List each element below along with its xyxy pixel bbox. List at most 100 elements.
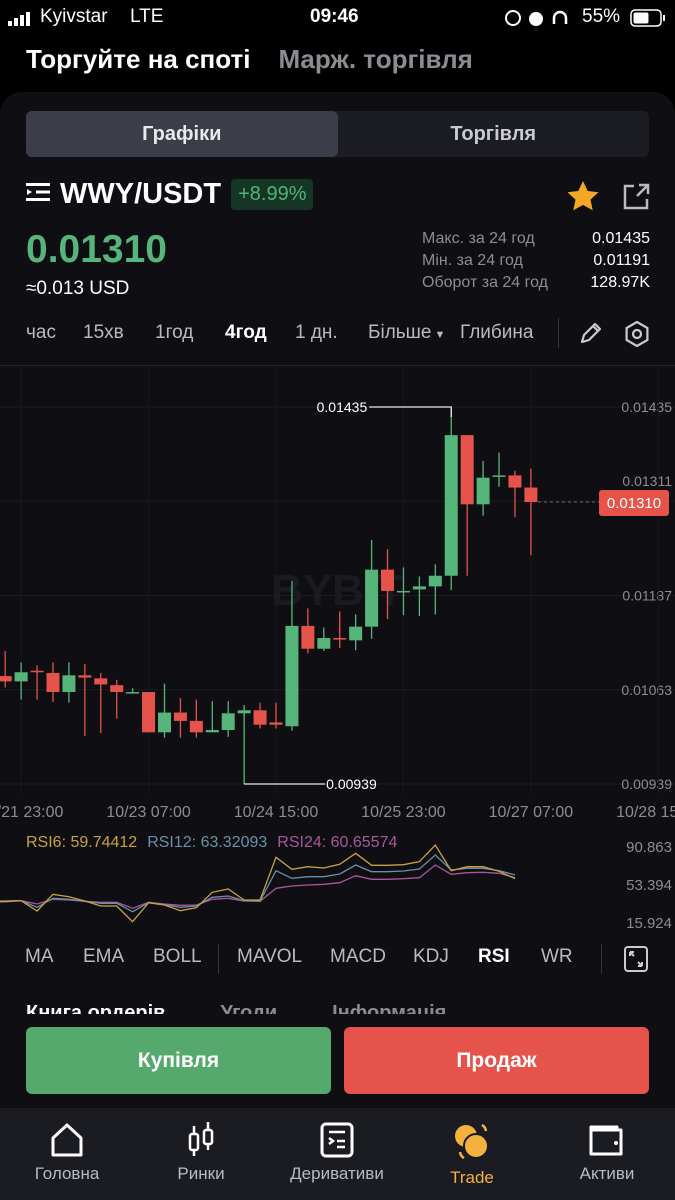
nav-label: Активи xyxy=(579,1164,635,1183)
trade-coins-icon xyxy=(455,1123,489,1160)
rsi-y-tick-label: 53.394 xyxy=(626,877,672,894)
candle-up xyxy=(412,586,426,590)
candle-up xyxy=(158,712,171,733)
tf-more-label: Більше xyxy=(368,322,432,343)
candle-down xyxy=(94,678,108,685)
lower-tabs: Книга ордерів Угоди Інформація xyxy=(26,1000,446,1014)
ind-mavol[interactable]: MAVOL xyxy=(237,946,303,967)
tf-4h[interactable]: 4год xyxy=(225,322,267,343)
y-tick-label: 0.01187 xyxy=(622,588,672,604)
candle-up xyxy=(396,590,410,593)
stats-24h: Макс. за 24 год 0.01435 Мін. за 24 год 0.0… xyxy=(422,230,650,296)
nav-label: Головна xyxy=(34,1164,100,1183)
ind-ma[interactable]: MA xyxy=(25,946,54,967)
rsi-line-rsi6 xyxy=(0,843,516,923)
rsi-chart: 90.863 53.394 15.924 xyxy=(0,839,672,932)
nav-label: Деривативи xyxy=(290,1164,384,1183)
last-price-tag-label: 0.01310 xyxy=(607,495,661,512)
pair-symbol[interactable]: WWY/USDT xyxy=(60,178,222,210)
nav-derivatives[interactable]: Деривативи xyxy=(277,1122,397,1184)
candle-down xyxy=(46,673,60,693)
nav-home[interactable]: Головна xyxy=(7,1122,127,1184)
tf-depth[interactable]: Глибина xyxy=(460,322,534,343)
tab-spot[interactable]: Торгуйте на споті xyxy=(26,44,251,74)
stat-label: Оборот за 24 год xyxy=(422,274,549,291)
ind-ema[interactable]: EMA xyxy=(83,946,125,967)
nav-label: Trade xyxy=(450,1168,494,1187)
rsi24-label: RSI24: 60.65574 xyxy=(277,834,398,851)
clock: 09:46 xyxy=(310,6,359,27)
divider xyxy=(601,944,602,974)
candle-up xyxy=(237,710,251,714)
x-tick-label: 10/24 15:00 xyxy=(234,804,319,821)
network: LTE xyxy=(130,6,164,27)
indicator-bar: MA EMA BOLL MAVOL MACD KDJ RSI WR xyxy=(0,944,675,974)
candle-down xyxy=(333,638,347,640)
tab-trades[interactable]: Угоди xyxy=(220,1002,278,1014)
change-badge: +8.99% xyxy=(231,179,314,210)
bottom-nav: Головна Ринки Деривативи Trade Активи xyxy=(0,1108,675,1200)
segment-trade[interactable]: Торгівля xyxy=(450,122,537,145)
candle-down xyxy=(460,435,474,505)
settings-hexagon-icon[interactable] xyxy=(623,320,651,354)
tf-1h[interactable]: 1год xyxy=(155,322,194,343)
x-tick-label: 10/25 23:00 xyxy=(361,804,446,821)
rsi12-label: RSI12: 63.32093 xyxy=(147,834,268,851)
sell-button[interactable]: Продаж xyxy=(344,1027,649,1094)
pair-menu-icon[interactable] xyxy=(26,182,50,207)
nav-trade[interactable]: Trade xyxy=(412,1122,532,1188)
y-tick-label: 0.00939 xyxy=(621,776,672,792)
pencil-draw-icon[interactable] xyxy=(578,320,604,352)
expand-icon[interactable] xyxy=(624,946,648,978)
candle-down xyxy=(189,720,203,733)
tab-info[interactable]: Інформація xyxy=(332,1002,447,1014)
candle-down xyxy=(508,475,522,488)
candle-down xyxy=(173,712,187,721)
segment-charts[interactable]: Графіки xyxy=(26,111,338,157)
tf-1d[interactable]: 1 дн. xyxy=(295,322,338,343)
tf-time[interactable]: час xyxy=(26,322,56,343)
low-marker-label: 0.00939 xyxy=(326,776,377,792)
nav-assets[interactable]: Активи xyxy=(547,1122,667,1184)
tab-margin[interactable]: Марж. торгівля xyxy=(278,44,473,74)
stat-value: 0.01191 xyxy=(593,252,650,269)
candle-up xyxy=(62,675,76,693)
share-external-icon[interactable] xyxy=(621,182,651,217)
ind-boll[interactable]: BOLL xyxy=(153,946,202,967)
candle-down xyxy=(524,487,538,503)
candle-down xyxy=(142,692,156,733)
candles-icon xyxy=(188,1122,214,1156)
tf-more[interactable]: Більше ▼ xyxy=(368,322,445,344)
nav-markets[interactable]: Ринки xyxy=(141,1122,261,1184)
signal-icon xyxy=(8,10,40,32)
tf-15m[interactable]: 15хв xyxy=(83,322,124,343)
header-tabs: Торгуйте на споті Марж. торгівля xyxy=(26,44,473,75)
ind-kdj[interactable]: KDJ xyxy=(413,946,449,967)
caret-down-icon: ▼ xyxy=(431,329,446,341)
stat-label: Мін. за 24 год xyxy=(422,252,523,269)
status-icons xyxy=(504,8,578,34)
battery-icon xyxy=(630,9,666,33)
status-bar: Kyivstar LTE 09:46 55% xyxy=(0,0,675,36)
favorite-star-icon[interactable] xyxy=(566,180,600,217)
ind-macd[interactable]: MACD xyxy=(330,946,386,967)
candle-up xyxy=(428,575,442,587)
ind-rsi[interactable]: RSI xyxy=(478,946,510,967)
high-marker-line xyxy=(369,406,452,417)
buy-button[interactable]: Купівля xyxy=(26,1027,331,1094)
view-segment: Графіки Торгівля xyxy=(26,111,649,157)
y-tick-label: 0.01435 xyxy=(621,399,672,415)
nav-label: Ринки xyxy=(177,1164,225,1183)
tab-orderbook[interactable]: Книга ордерів xyxy=(26,1002,166,1014)
x-tick-label: 10/27 07:00 xyxy=(489,804,574,821)
rsi-line-rsi24 xyxy=(0,864,516,909)
home-icon xyxy=(51,1123,83,1157)
ind-wr[interactable]: WR xyxy=(541,946,573,967)
price-chart[interactable]: BYBIT0.014350.013110.011870.010630.00939… xyxy=(0,365,675,835)
candle-up xyxy=(444,435,458,576)
divider xyxy=(218,944,219,974)
y-tick-label: 0.01063 xyxy=(621,682,672,698)
candle-up xyxy=(317,638,331,649)
stat-value: 128.97K xyxy=(590,274,650,291)
candle-up xyxy=(221,713,235,731)
